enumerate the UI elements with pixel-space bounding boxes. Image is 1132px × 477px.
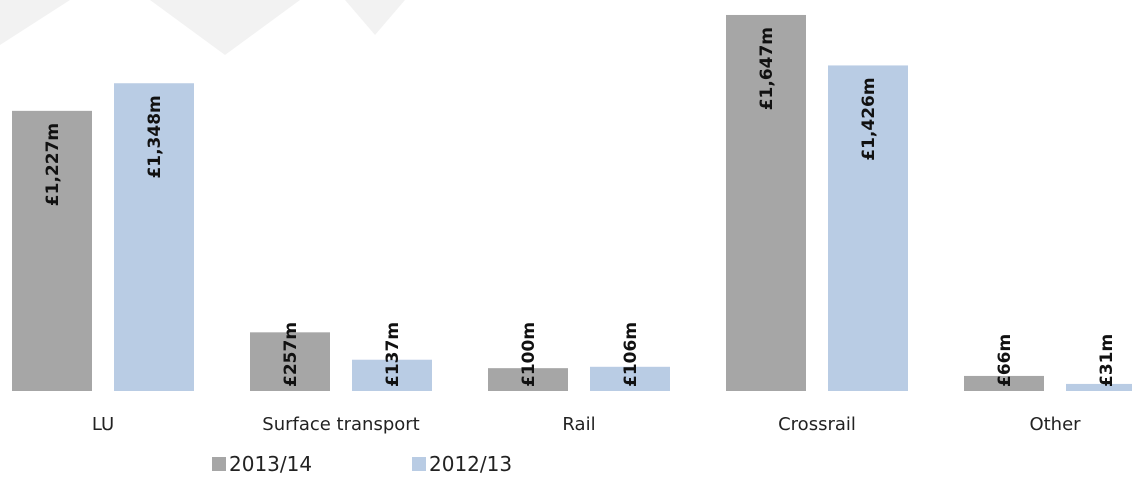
background-watermark — [0, 0, 405, 55]
data-label: £100m — [519, 322, 539, 387]
legend: 2013/14 2012/13 — [212, 452, 512, 476]
bar-rail-2012-13 — [590, 366, 670, 391]
bar-surface-transport-2012-13 — [352, 359, 432, 391]
bar-other-2012-13 — [1066, 383, 1132, 391]
bar-other-2013-14 — [964, 375, 1044, 391]
category-label: LU — [92, 414, 114, 435]
legend-label: 2013/14 — [229, 452, 312, 473]
bar-rail-2013-14 — [488, 368, 568, 391]
bar-lu-2012-13 — [114, 83, 194, 391]
data-label: £66m — [995, 334, 1015, 387]
category-label: Rail — [562, 414, 595, 435]
category-axis: LU Surface transport Rail Crossrail Other — [92, 414, 1081, 435]
data-label: £257m — [281, 322, 301, 387]
bars-layer — [12, 14, 1132, 392]
data-label: £106m — [621, 322, 641, 387]
category-label: Other — [1029, 414, 1081, 435]
bar-surface-transport-2013-14 — [250, 332, 330, 391]
bar-crossrail-2012-13 — [828, 65, 908, 392]
data-label: £1,227m — [43, 123, 63, 206]
category-label: Surface transport — [262, 414, 419, 435]
bar-crossrail-2013-14 — [726, 14, 806, 391]
data-label: £1,426m — [859, 77, 879, 160]
legend-swatch — [212, 457, 226, 471]
legend-label: 2012/13 — [429, 452, 512, 473]
data-label: £31m — [1097, 334, 1117, 387]
data-label: £137m — [383, 322, 403, 387]
category-label: Crossrail — [778, 414, 856, 435]
data-label: £1,647m — [757, 27, 777, 110]
data-label: £1,348m — [145, 95, 165, 178]
bar-lu-2013-14 — [12, 110, 92, 391]
data-labels-layer: £1,227m £1,348m £257m £137m £100m £106m £1,647… — [43, 27, 1117, 387]
legend-swatch — [412, 457, 426, 471]
